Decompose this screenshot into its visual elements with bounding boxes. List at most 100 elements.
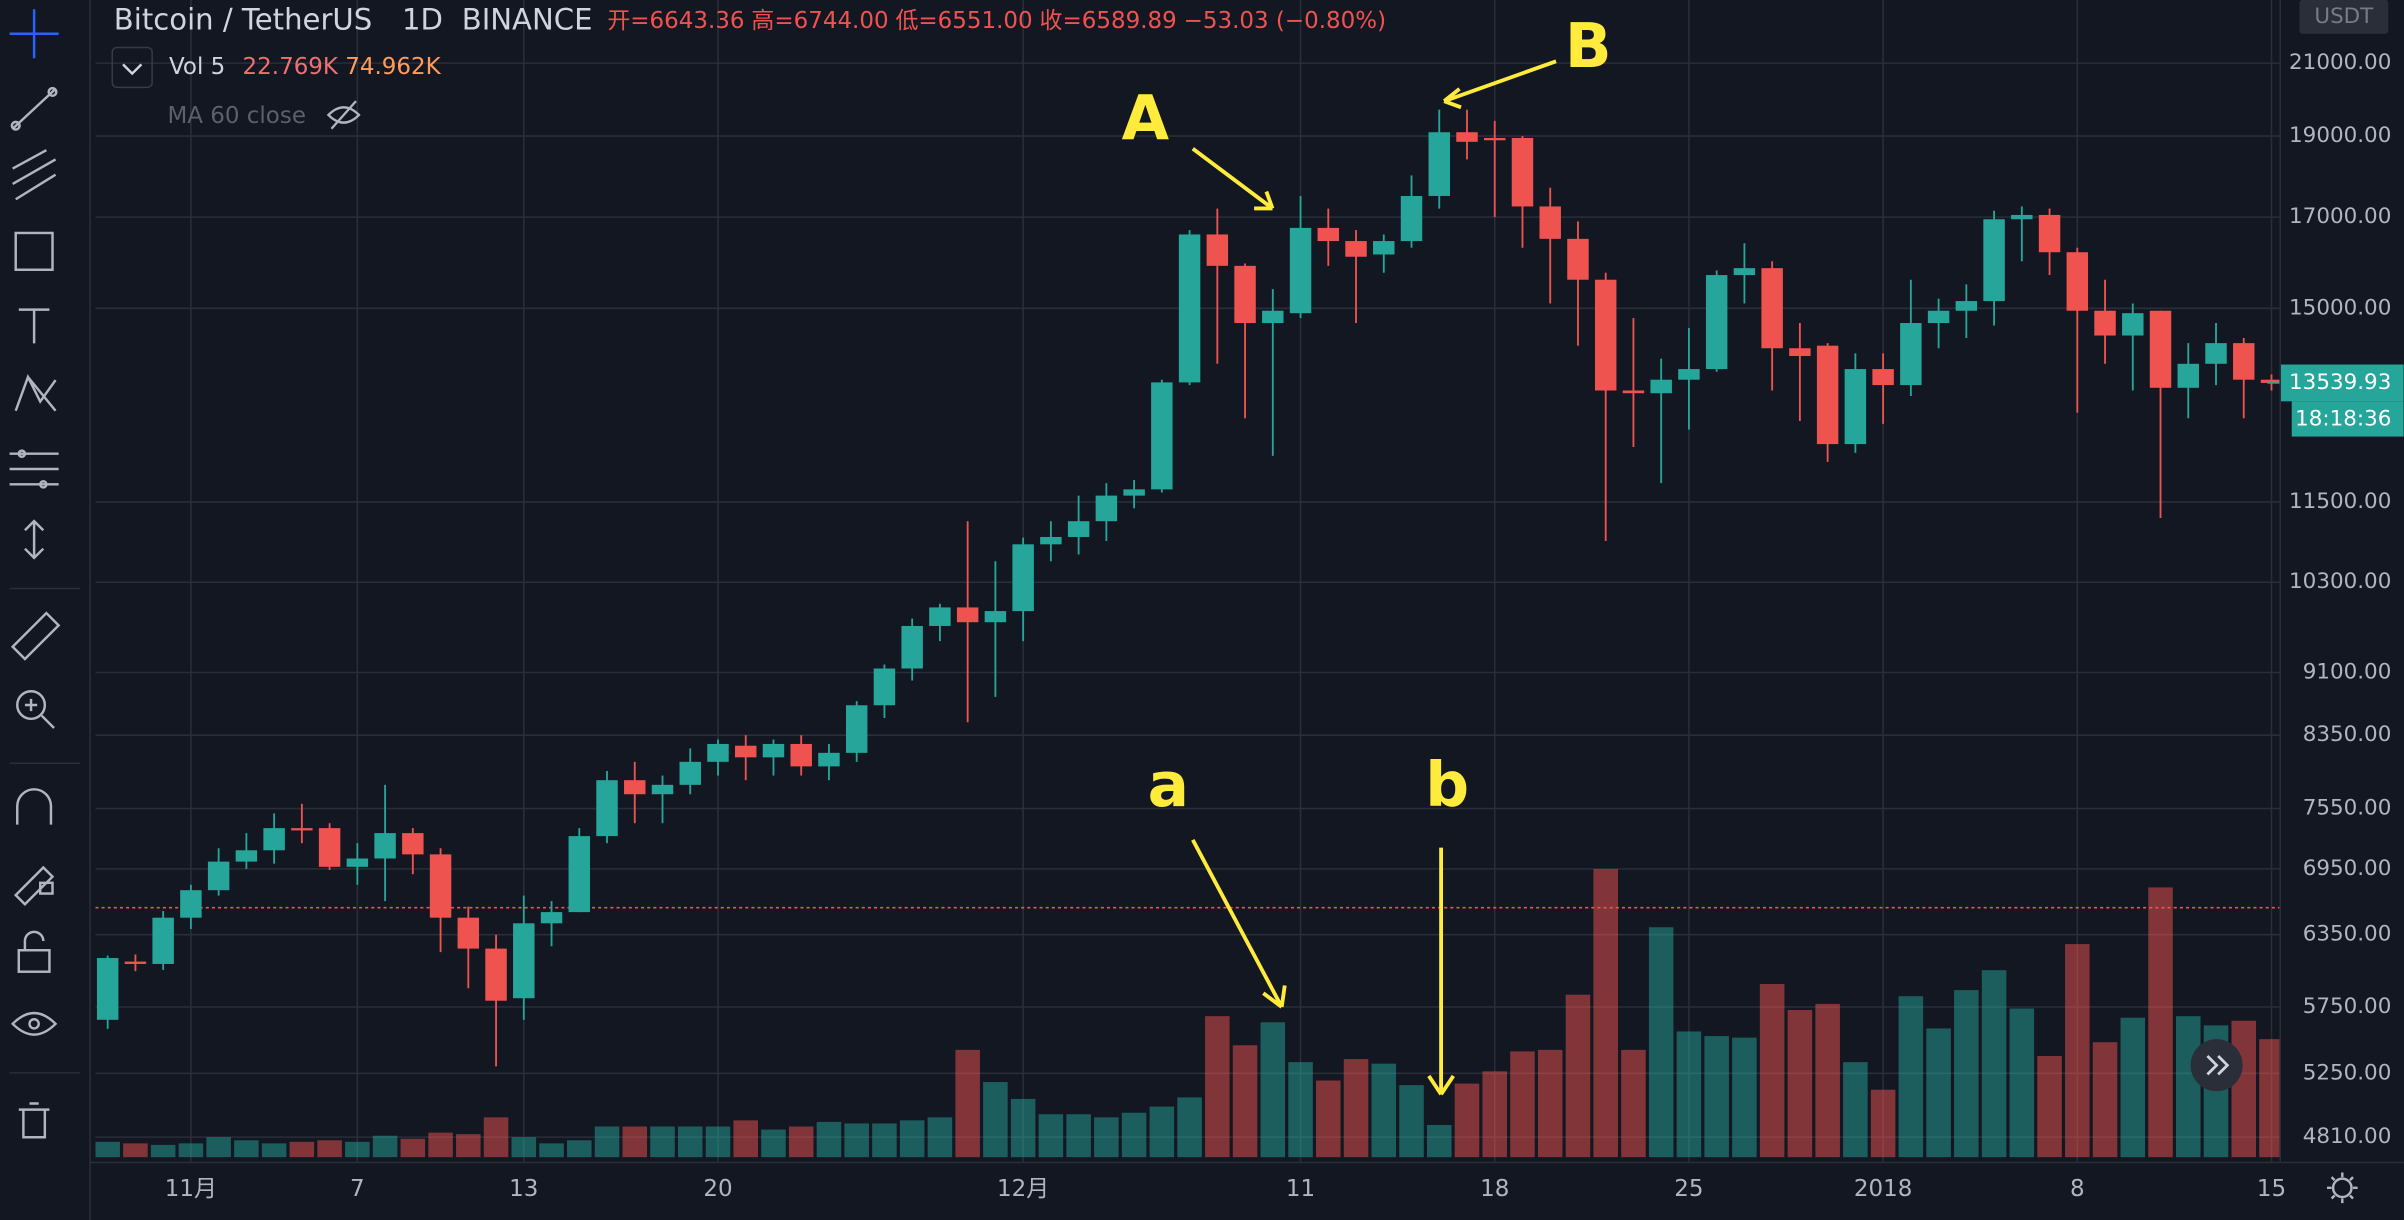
x-tick-label: 20 <box>703 1176 732 1202</box>
candle-body <box>596 780 618 837</box>
prediction-tool[interactable] <box>9 449 59 489</box>
collapse-legend[interactable] <box>111 46 153 89</box>
volume-bar <box>2009 1008 2035 1158</box>
pattern-tool[interactable] <box>14 373 57 412</box>
x-tick-label: 12月 <box>997 1176 1049 1202</box>
volume-bar <box>1288 1062 1313 1158</box>
volume-bar <box>927 1117 953 1158</box>
x-tick-label: 11 <box>1286 1176 1315 1202</box>
hidden-eye-icon[interactable] <box>326 100 361 130</box>
volume-bar <box>1815 1003 1840 1158</box>
volume-bar <box>123 1143 148 1158</box>
lock-draw-tool[interactable] <box>13 865 55 907</box>
candle-body <box>1900 323 1922 386</box>
rect-tool[interactable] <box>14 231 54 271</box>
volume-bar <box>1094 1117 1119 1158</box>
volume-bar <box>2065 944 2090 1158</box>
lock-tool[interactable] <box>17 930 51 973</box>
candle-body <box>1151 382 1173 490</box>
volume-bar <box>317 1140 342 1158</box>
candle-body <box>624 780 646 795</box>
y-tick-label: 15000.00 <box>2289 295 2391 320</box>
candle-body <box>2066 252 2089 311</box>
candle-body <box>1123 489 1145 496</box>
volume-bar <box>2037 1056 2062 1158</box>
zoom-tool[interactable] <box>16 690 55 729</box>
text-tool[interactable] <box>18 308 50 344</box>
candle-body <box>513 923 535 999</box>
x-tick-label: 18 <box>1480 1176 1509 1202</box>
y-tick-label: 5250.00 <box>2303 1060 2392 1085</box>
currency: USDT <box>2314 4 2374 29</box>
volume-bar <box>1704 1036 1729 1158</box>
volume-bar <box>95 1141 120 1158</box>
scroll-to-realtime[interactable] <box>2190 1039 2243 1092</box>
last-price-box <box>2280 364 2404 402</box>
y-tick-label: 6350.00 <box>2303 922 2392 947</box>
candle-body <box>180 890 202 918</box>
candle-body <box>2233 343 2255 380</box>
candle-body <box>1844 369 1867 445</box>
volume-bar <box>2231 1020 2257 1158</box>
volume-legend-name: Vol 5 <box>169 54 225 80</box>
volume-bar <box>345 1141 370 1158</box>
delete-tool[interactable] <box>18 1102 50 1139</box>
candle-body <box>734 745 757 758</box>
currency-box[interactable] <box>2299 0 2389 34</box>
candle-body <box>1622 390 1645 394</box>
volume-bar <box>483 1117 509 1158</box>
candle-body <box>1012 544 1034 612</box>
candle-body <box>152 917 174 964</box>
timer-box <box>2291 401 2404 437</box>
volume-bar <box>1593 869 1618 1158</box>
volume-bar <box>1426 1124 1452 1158</box>
volume-bar <box>1260 1022 1286 1158</box>
volume-bar <box>2176 1016 2201 1158</box>
trendline-tool[interactable] <box>10 86 58 131</box>
y-tick-label: 10300.00 <box>2289 569 2391 594</box>
candle-body <box>346 858 369 867</box>
candle-body <box>1650 379 1672 394</box>
volume-bar <box>1010 1098 1036 1158</box>
visibility-tool[interactable] <box>10 1011 58 1036</box>
candle-body <box>1400 195 1423 242</box>
settings[interactable] <box>2326 1172 2358 1204</box>
volume-bar <box>1954 990 1979 1158</box>
axes: 21000.00 19000.00 17000.00 15000.00 11500.00… <box>165 50 2404 1202</box>
candle-body <box>873 668 896 706</box>
candle-body <box>1262 310 1284 324</box>
magnet-tool[interactable] <box>16 788 53 825</box>
candle-body <box>984 611 1007 623</box>
toolbar <box>0 0 91 1220</box>
ohlc-high: 高=6744.00 <box>751 8 888 34</box>
ohlc-close: 收=6589.89 <box>1040 8 1177 34</box>
volume-bar <box>622 1126 648 1158</box>
candle-body <box>1040 536 1062 545</box>
x-tick-label: 7 <box>350 1176 365 1202</box>
crosshair-tool[interactable] <box>9 9 59 59</box>
candle-body <box>1234 265 1256 324</box>
countdown-timer: 18:18:36 <box>2295 407 2391 432</box>
ohlc-open: 开=6643.36 <box>607 8 744 34</box>
volume-bar <box>1537 1049 1563 1158</box>
ohlc-low: 低=6551.00 <box>895 8 1032 34</box>
volume-bar <box>2259 1039 2280 1158</box>
volume-bar <box>261 1143 287 1158</box>
measure-arrow-tool[interactable] <box>24 519 45 560</box>
volume-bar <box>1038 1114 1064 1158</box>
candle-body <box>1594 279 1617 391</box>
candle-body <box>1289 227 1312 314</box>
candle-body <box>1927 310 1950 324</box>
candle-body <box>1206 234 1229 266</box>
y-tick-label: 11500.00 <box>2289 489 2391 514</box>
fib-tool[interactable] <box>12 149 57 201</box>
candle-body <box>762 743 785 758</box>
candle-body <box>2011 214 2033 220</box>
candle-body <box>2260 379 2280 383</box>
x-tick-label: 13 <box>509 1176 538 1202</box>
candle-body <box>2094 310 2116 336</box>
candle-body <box>651 784 674 795</box>
x-tick-label: 2018 <box>1854 1176 1912 1202</box>
ruler-tool[interactable] <box>10 611 61 661</box>
volume-bar <box>955 1049 980 1158</box>
